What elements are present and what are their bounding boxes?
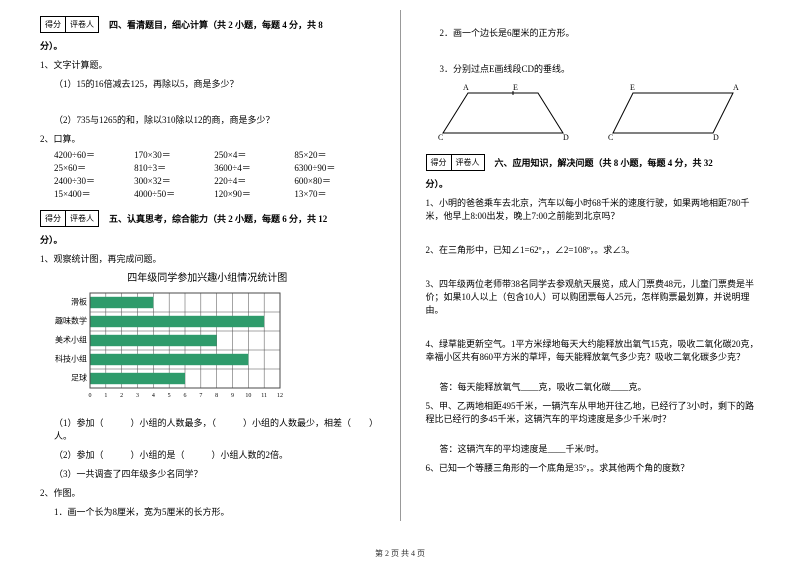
right-q2: 2．画一个边长是6厘米的正方形。	[426, 26, 761, 39]
right-q3: 3．分别过点E画线段CD的垂线。	[426, 62, 761, 75]
calc-row: 2400÷30＝ 300×32＝ 220÷4＝ 600×80＝	[54, 174, 375, 187]
section-5-title-tail: 分）。	[40, 231, 375, 246]
grader-label: 评卷人	[66, 211, 98, 226]
calc-cell: 220÷4＝	[214, 174, 294, 187]
svg-text:9: 9	[231, 393, 234, 399]
q5-1-1: （1）参加（ ）小组的人数最多，（ ）小组的人数最少，相差（ ）人。	[40, 416, 375, 442]
svg-text:1: 1	[104, 393, 107, 399]
calc-row: 4200÷60＝ 170×30＝ 250×4＝ 85×20＝	[54, 148, 375, 161]
q5-1: 1、观察统计图，再完成问题。	[40, 252, 375, 265]
page-footer: 第 2 页 共 4 页	[0, 548, 800, 559]
label-C: C	[438, 133, 443, 142]
score-box: 得分 评卷人	[40, 210, 99, 227]
calc-cell: 85×20＝	[294, 148, 374, 161]
q6-1: 1、小明的爸爸乘车去北京，汽车以每小时68千米的速度行驶，如果两地相距780千米…	[426, 196, 761, 222]
section-6-header: 得分 评卷人 六、应用知识，解决问题（共 8 小题，每题 4 分，共 32	[426, 154, 761, 171]
calc-cell: 4200÷60＝	[54, 148, 134, 161]
svg-text:0: 0	[89, 393, 92, 399]
svg-text:5: 5	[168, 393, 171, 399]
calc-cell: 810÷3＝	[134, 161, 214, 174]
score-label: 得分	[41, 17, 66, 32]
calc-cell: 25×60＝	[54, 161, 134, 174]
section-6-title-tail: 分）。	[426, 175, 761, 190]
svg-text:科技小组: 科技小组	[55, 353, 87, 363]
score-box: 得分 评卷人	[40, 16, 99, 33]
score-label: 得分	[41, 211, 66, 226]
svg-text:10: 10	[245, 393, 251, 399]
svg-text:趣味数学: 趣味数学	[55, 315, 87, 325]
q5-2a: 1．画一个长为8厘米，宽为5厘米的长方形。	[40, 505, 375, 518]
page: 得分 评卷人 四、看清题目，细心计算（共 2 小题，每题 4 分，共 8 分）。…	[0, 0, 800, 541]
section-5-header: 得分 评卷人 五、认真思考，综合能力（共 2 小题，每题 6 分，共 12	[40, 210, 375, 227]
label-D2: D	[713, 133, 719, 142]
column-divider	[400, 10, 401, 521]
svg-text:11: 11	[261, 393, 267, 399]
calc-cell: 4000÷50＝	[134, 187, 214, 200]
svg-text:4: 4	[152, 393, 155, 399]
q6-4a: 答：每天能释放氧气____克，吸收二氧化碳____克。	[426, 380, 761, 393]
geometry-shapes: A E C D E A C D	[433, 78, 753, 148]
grader-label: 评卷人	[452, 155, 484, 170]
q4-2: 2、口算。	[40, 132, 375, 145]
q6-3: 3、四年级两位老师带38名同学去参观航天展览，成人门票费48元，儿童门票费是半价…	[426, 277, 761, 316]
q6-5: 5、甲、乙两地相距495千米，一辆汽车从甲地开往乙地，已经行了3小时，剩下的路程…	[426, 399, 761, 425]
q4-1: 1、文字计算题。	[40, 58, 375, 71]
svg-text:6: 6	[184, 393, 187, 399]
chart-title: 四年级同学参加兴趣小组情况统计图	[40, 269, 375, 284]
section-6-title: 六、应用知识，解决问题（共 8 小题，每题 4 分，共 32	[495, 154, 713, 169]
bar-chart: 0123456789101112滑板趣味数学美术小组科技小组足球	[40, 288, 290, 408]
section-4-title-tail: 分）。	[40, 37, 375, 52]
score-box: 得分 评卷人	[426, 154, 485, 171]
svg-text:美术小组: 美术小组	[55, 334, 87, 344]
calc-cell: 13×70＝	[294, 187, 374, 200]
calc-cell: 3600÷4＝	[214, 161, 294, 174]
label-A: A	[463, 83, 469, 92]
grader-label: 评卷人	[66, 17, 98, 32]
svg-text:12: 12	[277, 393, 283, 399]
calc-cell: 600×80＝	[294, 174, 374, 187]
label-E: E	[513, 83, 518, 92]
q6-6: 6、已知一个等腰三角形的一个底角是35º，。求其他两个角的度数？	[426, 461, 761, 474]
calc-row: 25×60＝ 810÷3＝ 3600÷4＝ 6300÷90＝	[54, 161, 375, 174]
section-5-title: 五、认真思考，综合能力（共 2 小题，每题 6 分，共 12	[109, 210, 327, 225]
q5-2: 2、作图。	[40, 486, 375, 499]
svg-text:滑板: 滑板	[71, 296, 87, 306]
calc-cell: 300×32＝	[134, 174, 214, 187]
calc-cell: 170×30＝	[134, 148, 214, 161]
q4-1a: （1）15的16倍减去125，再除以5，商是多少？	[40, 77, 375, 90]
q5-1-3: （3）一共调查了四年级多少名同学？	[40, 467, 375, 480]
right-column: 2．画一个边长是6厘米的正方形。 3．分别过点E画线段CD的垂线。 A E C …	[426, 10, 761, 521]
svg-text:2: 2	[120, 393, 123, 399]
q5-1-2: （2）参加（ ）小组的是（ ）小组人数的2倍。	[40, 448, 375, 461]
label-C2: C	[608, 133, 613, 142]
calc-cell: 2400÷30＝	[54, 174, 134, 187]
calc-cell: 250×4＝	[214, 148, 294, 161]
left-column: 得分 评卷人 四、看清题目，细心计算（共 2 小题，每题 4 分，共 8 分）。…	[40, 10, 375, 521]
calc-cell: 120×90＝	[214, 187, 294, 200]
label-A2: A	[733, 83, 739, 92]
score-label: 得分	[427, 155, 452, 170]
svg-text:8: 8	[215, 393, 218, 399]
svg-text:足球: 足球	[71, 372, 87, 382]
section-4-title: 四、看清题目，细心计算（共 2 小题，每题 4 分，共 8	[109, 16, 323, 31]
q6-5a: 答：这辆汽车的平均速度是____千米/时。	[426, 442, 761, 455]
label-D: D	[563, 133, 569, 142]
calc-row: 15×400＝ 4000÷50＝ 120×90＝ 13×70＝	[54, 187, 375, 200]
q6-4: 4、绿草能更新空气。1平方米绿地每天大约能释放出氧气15克，吸收二氧化碳20克，…	[426, 337, 761, 363]
q4-1b: （2）735与1265的和，除以310除以12的商，商是多少？	[40, 113, 375, 126]
svg-text:7: 7	[199, 393, 202, 399]
q6-2: 2、在三角形中，已知∠1=62º，，∠2=108º，。求∠3。	[426, 243, 761, 256]
label-E2: E	[630, 83, 635, 92]
calc-cell: 6300÷90＝	[294, 161, 374, 174]
section-4-header: 得分 评卷人 四、看清题目，细心计算（共 2 小题，每题 4 分，共 8	[40, 16, 375, 33]
svg-text:3: 3	[136, 393, 139, 399]
calc-grid: 4200÷60＝ 170×30＝ 250×4＝ 85×20＝ 25×60＝ 81…	[40, 148, 375, 200]
calc-cell: 15×400＝	[54, 187, 134, 200]
